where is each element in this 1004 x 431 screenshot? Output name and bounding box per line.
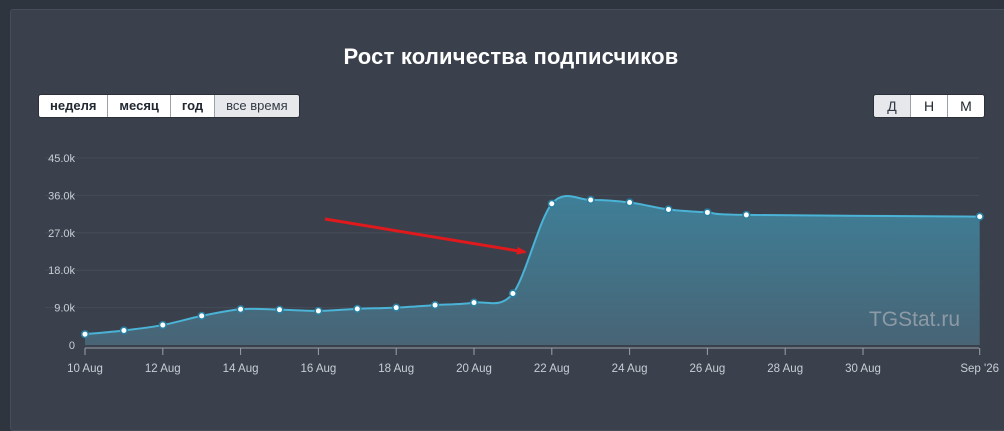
x-tick-label: 30 Aug bbox=[845, 363, 881, 375]
axes: 0 9.0k 18.0k 27.0k 36.0k 45.0k 10 Aug 12 Aug 14 … bbox=[48, 153, 999, 375]
data-point bbox=[508, 289, 518, 298]
y-tick-label: 9.0k bbox=[54, 303, 75, 315]
y-tick-label: 18.0k bbox=[48, 265, 75, 277]
range-week-button[interactable]: неделя bbox=[39, 95, 109, 117]
granularity-day-button[interactable]: Д bbox=[874, 95, 911, 117]
range-selector: неделя месяц год все время bbox=[38, 94, 300, 118]
data-point bbox=[119, 326, 128, 335]
granularity-selector: Д Н М bbox=[873, 94, 985, 118]
x-tick-label: 10 Aug bbox=[67, 363, 103, 375]
range-year-button[interactable]: год bbox=[170, 95, 216, 117]
y-tick-label: 36.0k bbox=[48, 190, 75, 202]
range-all-time-button[interactable]: все время bbox=[215, 95, 299, 117]
data-point bbox=[547, 199, 556, 208]
x-tick-label: Sep '26 bbox=[960, 363, 999, 375]
area-layer bbox=[84, 195, 980, 345]
y-tick-label: 45.0k bbox=[48, 153, 75, 165]
data-point bbox=[975, 212, 984, 221]
x-tick-label: 16 Aug bbox=[300, 363, 336, 375]
x-tick-label: 28 Aug bbox=[767, 363, 803, 375]
data-point bbox=[80, 330, 90, 339]
x-tick-label: 26 Aug bbox=[689, 363, 725, 375]
data-point bbox=[236, 305, 245, 314]
x-tick-label: 12 Aug bbox=[145, 363, 181, 375]
data-point bbox=[664, 205, 673, 214]
annotations bbox=[324, 217, 527, 255]
data-point bbox=[392, 303, 401, 312]
annotation-arrow bbox=[324, 217, 527, 255]
data-point bbox=[742, 210, 751, 220]
subscribers-chart: 0 9.0k 18.0k 27.0k 36.0k 45.0k 10 Aug 12 Aug 14 … bbox=[45, 153, 999, 375]
y-tick-label: 27.0k bbox=[48, 228, 75, 240]
data-point bbox=[314, 306, 323, 316]
data-point bbox=[469, 298, 479, 307]
series-line bbox=[84, 195, 980, 336]
granularity-month-button[interactable]: М bbox=[948, 95, 984, 117]
x-tick-label: 22 Aug bbox=[534, 363, 570, 375]
range-month-button[interactable]: месяц bbox=[108, 95, 171, 117]
data-point bbox=[431, 301, 440, 310]
granularity-week-button[interactable]: Н bbox=[911, 95, 948, 117]
x-tick-label: 20 Aug bbox=[456, 363, 492, 375]
series-area bbox=[85, 195, 980, 345]
data-points bbox=[80, 195, 984, 339]
x-tick-label: 18 Aug bbox=[378, 363, 414, 375]
x-tick-label: 24 Aug bbox=[612, 363, 648, 375]
x-tick-label: 14 Aug bbox=[223, 363, 259, 375]
data-point bbox=[158, 320, 167, 330]
data-point bbox=[353, 304, 362, 313]
y-tick-label: 0 bbox=[69, 340, 75, 352]
data-point bbox=[703, 208, 712, 217]
data-point bbox=[275, 305, 284, 314]
chart-title: Рост количества подписчиков bbox=[343, 44, 679, 69]
data-point bbox=[197, 311, 206, 321]
watermark: TGStat.ru bbox=[869, 308, 960, 331]
data-point bbox=[586, 195, 595, 205]
data-point bbox=[625, 198, 634, 207]
